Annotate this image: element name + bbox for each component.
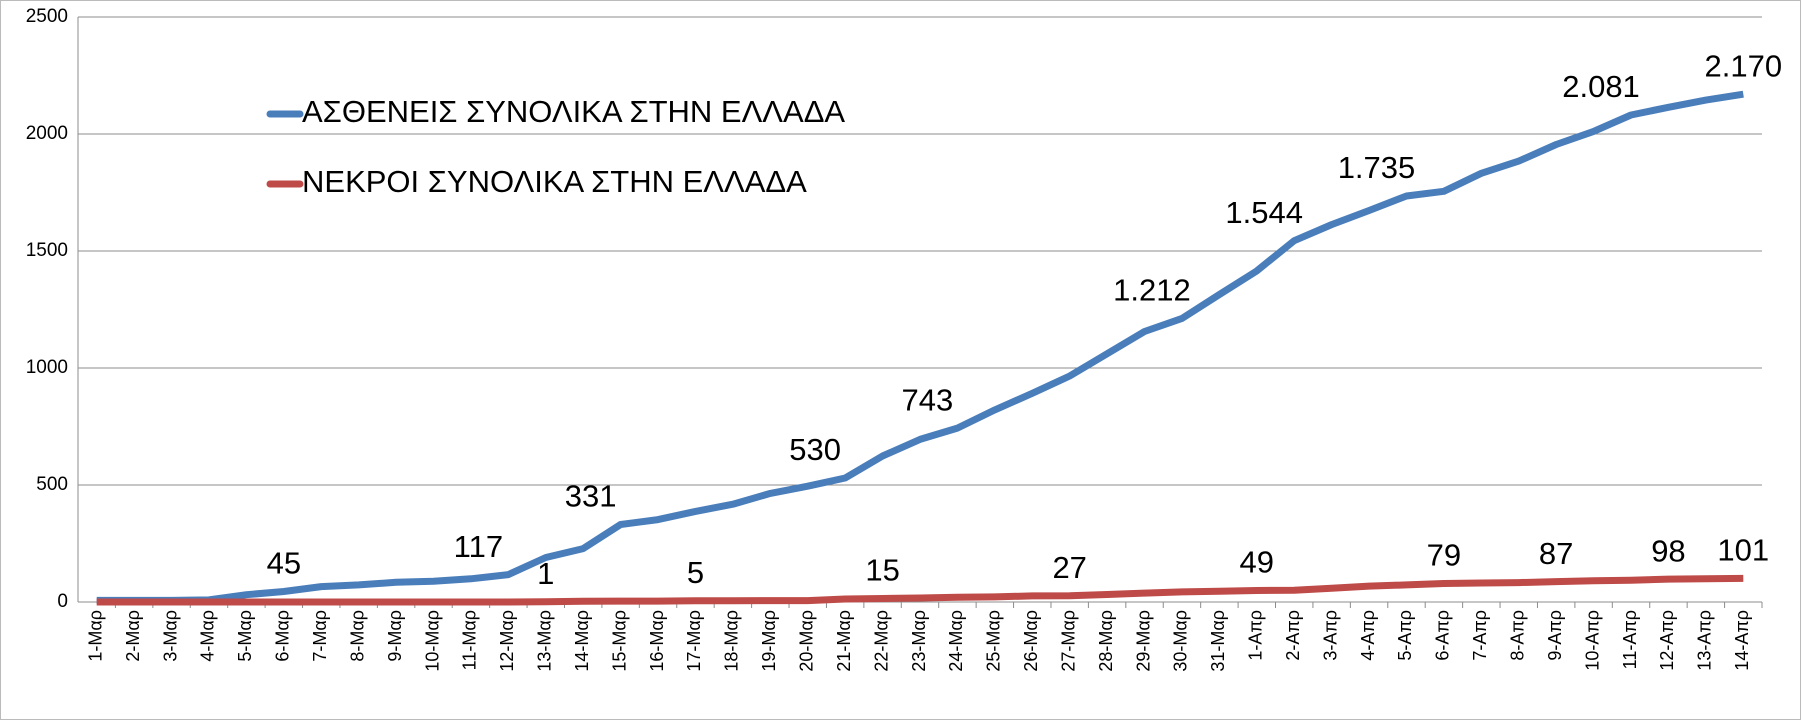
x-tick-label: 1-Μαρ: [85, 610, 105, 662]
x-tick-label: 25-Μαρ: [984, 610, 1004, 672]
data-label: 530: [789, 432, 841, 467]
data-label: 79: [1427, 538, 1461, 573]
x-tick-label: 30-Μαρ: [1171, 610, 1191, 672]
data-label: 45: [267, 546, 301, 581]
x-tick-label: 8-Απρ: [1508, 610, 1528, 661]
x-tick-label: 1-Απρ: [1246, 610, 1266, 661]
data-label: 1: [537, 556, 554, 591]
x-tick-label: 9-Μαρ: [385, 610, 405, 662]
x-tick-label: 7-Μαρ: [310, 610, 330, 662]
data-label: 87: [1539, 536, 1573, 571]
y-tick-label: 2000: [26, 123, 68, 144]
data-label: 331: [565, 479, 617, 514]
data-label: 1.544: [1225, 195, 1303, 230]
x-tick-label: 20-Μαρ: [796, 610, 816, 672]
x-tick-label: 2-Απρ: [1283, 610, 1303, 661]
x-tick-label: 21-Μαρ: [834, 610, 854, 672]
data-label: 1.735: [1338, 150, 1416, 185]
data-label: 2.170: [1704, 48, 1782, 83]
x-tick-label: 31-Μαρ: [1208, 610, 1228, 672]
x-tick-label: 22-Μαρ: [871, 610, 891, 672]
x-tick-label: 14-Απρ: [1732, 610, 1752, 671]
x-tick-label: 5-Μαρ: [235, 610, 255, 662]
legend-label: ΝΕΚΡΟΙ ΣΥΝΟΛΙΚΑ ΣΤΗΝ ΕΛΛΑΔΑ: [302, 164, 807, 199]
x-tick-label: 2-Μαρ: [123, 610, 143, 662]
x-tick-label: 13-Απρ: [1695, 610, 1715, 671]
x-tick-label: 24-Μαρ: [946, 610, 966, 672]
x-tick-label: 10-Μαρ: [422, 610, 442, 672]
x-tick-label: 29-Μαρ: [1133, 610, 1153, 672]
x-tick-label: 18-Μαρ: [722, 610, 742, 672]
x-tick-label: 8-Μαρ: [347, 610, 367, 662]
x-tick-label: 14-Μαρ: [572, 610, 592, 672]
data-label: 1.212: [1113, 273, 1191, 308]
x-tick-label: 6-Μαρ: [273, 610, 293, 662]
y-tick-label: 500: [36, 474, 68, 495]
data-label: 49: [1240, 545, 1274, 580]
y-tick-label: 1500: [26, 240, 68, 261]
data-label: 98: [1651, 533, 1685, 568]
x-tick-label: 12-Απρ: [1657, 610, 1677, 671]
series-line: [96, 90, 1744, 604]
x-tick-label: 19-Μαρ: [759, 610, 779, 672]
x-tick-label: 16-Μαρ: [647, 610, 667, 672]
x-tick-label: 11-Μαρ: [460, 610, 480, 670]
data-label: 101: [1717, 533, 1769, 568]
x-tick-label: 6-Απρ: [1433, 610, 1453, 661]
x-tick-label: 3-Απρ: [1320, 610, 1340, 661]
y-tick-label: 2500: [26, 6, 68, 27]
x-tick-label: 11-Απρ: [1620, 610, 1640, 669]
x-tick-label: 13-Μαρ: [535, 610, 555, 672]
x-tick-label: 9-Απρ: [1545, 610, 1565, 661]
data-label: 27: [1052, 550, 1086, 585]
y-tick-label: 1000: [26, 357, 68, 378]
legend-label: ΑΣΘΕΝΕΙΣ ΣΥΝΟΛΙΚΑ ΣΤΗΝ ΕΛΛΑΔΑ: [302, 94, 845, 129]
x-tick-label: 17-Μαρ: [684, 610, 704, 672]
y-tick-label: 0: [57, 591, 68, 612]
x-tick-label: 5-Απρ: [1395, 610, 1415, 661]
data-label: 15: [865, 553, 899, 588]
x-tick-label: 10-Απρ: [1582, 610, 1602, 671]
series-line: [96, 574, 1744, 606]
x-tick-label: 4-Απρ: [1358, 610, 1378, 661]
x-tick-label: 3-Μαρ: [160, 610, 180, 662]
x-tick-label: 15-Μαρ: [609, 610, 629, 672]
data-label: 117: [454, 529, 503, 564]
x-tick-label: 23-Μαρ: [909, 610, 929, 672]
x-tick-label: 4-Μαρ: [198, 610, 218, 662]
x-tick-label: 26-Μαρ: [1021, 610, 1041, 672]
x-tick-label: 7-Απρ: [1470, 610, 1490, 661]
x-tick-label: 27-Μαρ: [1058, 610, 1078, 672]
x-tick-label: 28-Μαρ: [1096, 610, 1116, 672]
data-label: 5: [687, 555, 704, 590]
x-tick-label: 12-Μαρ: [497, 610, 517, 672]
data-label: 743: [902, 382, 954, 417]
data-label: 2.081: [1562, 69, 1640, 104]
